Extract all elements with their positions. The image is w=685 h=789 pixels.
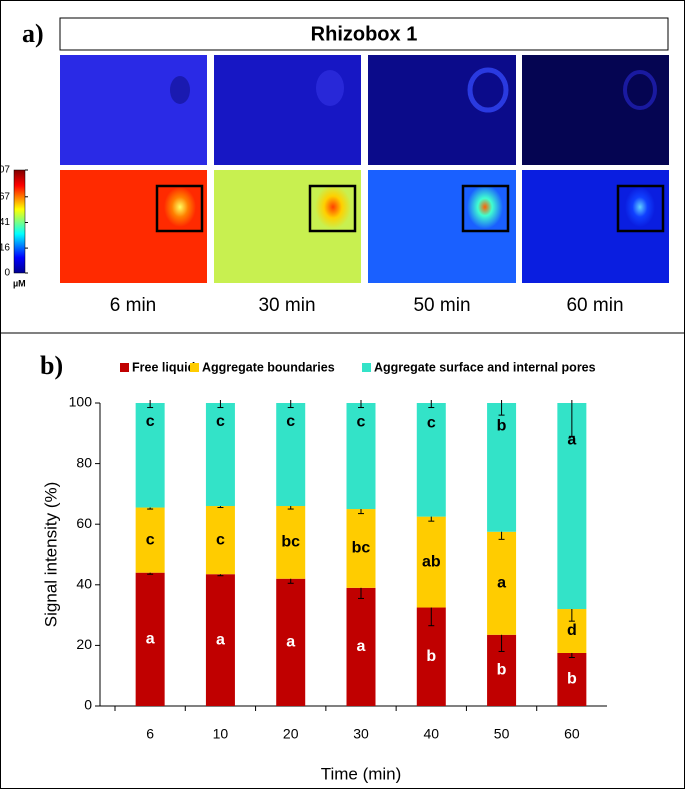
time-label: 50 min — [413, 295, 470, 316]
colorbar-tick-label: 316 — [0, 243, 10, 254]
bar-segment — [487, 403, 517, 532]
roi-box — [461, 184, 510, 233]
significance-letter: a — [286, 634, 295, 651]
bar-segment — [135, 507, 165, 573]
error-bar — [498, 400, 505, 416]
x-tick-label: 40 — [423, 726, 439, 742]
y-tick-label: 60 — [76, 515, 92, 531]
bar-segment — [346, 509, 376, 588]
significance-letter: ab — [422, 553, 441, 570]
panel-title: Rhizobox 1 — [311, 23, 418, 45]
significance-letter: c — [286, 413, 295, 430]
significance-letter: b — [497, 417, 507, 434]
colorbar — [13, 169, 26, 274]
error-bar — [287, 400, 294, 409]
colorbar-tick-label: 967 — [0, 191, 10, 202]
y-tick-label: 100 — [69, 394, 93, 410]
legend-label: Aggregate surface and internal pores — [374, 360, 596, 374]
image-feature — [315, 185, 351, 229]
bar-segment — [205, 506, 235, 575]
error-bar — [568, 400, 575, 437]
colorbar-tick-label: 1307 — [0, 165, 10, 176]
colorbar-tick-label: 641 — [0, 217, 10, 228]
image-feature — [316, 70, 344, 106]
error-bar — [147, 400, 154, 409]
x-tick-label: 60 — [564, 726, 580, 742]
significance-letter: c — [357, 413, 366, 430]
significance-letter: bc — [352, 540, 371, 557]
legend-swatch — [362, 363, 371, 372]
y-tick-label: 20 — [76, 636, 92, 652]
bar-segment — [416, 516, 446, 608]
bar-segment — [276, 578, 306, 706]
error-bar — [217, 400, 224, 409]
image-feature — [467, 67, 509, 113]
bar-segment — [135, 572, 165, 706]
bar-segment — [557, 652, 587, 706]
bar-segment — [205, 403, 235, 507]
roi-box — [308, 184, 357, 233]
panel-label: b) — [40, 351, 63, 380]
significance-letter: b — [567, 671, 577, 688]
x-tick-label: 20 — [283, 726, 299, 742]
legend-swatch — [120, 363, 129, 372]
time-label: 30 min — [258, 295, 315, 316]
panel-label: a) — [22, 19, 44, 48]
y-tick-label: 40 — [76, 576, 92, 592]
x-tick-label: 10 — [213, 726, 229, 742]
significance-letter: a — [497, 575, 506, 592]
legend-label: Free liquid — [132, 360, 195, 374]
y-axis-label: Signal intensity (%) — [41, 482, 60, 628]
bar-segment — [276, 506, 306, 579]
bar-segment — [487, 531, 517, 635]
x-axis-label: Time (min) — [321, 764, 402, 783]
bar-segment — [276, 403, 306, 507]
x-tick-label: 30 — [353, 726, 369, 742]
colorbar-tick-label: 0 — [4, 268, 10, 279]
title-box — [59, 17, 669, 51]
significance-letter: a — [146, 631, 155, 648]
image — [214, 55, 361, 165]
legend-label: Aggregate boundaries — [202, 360, 335, 374]
roi-box — [616, 184, 665, 233]
x-tick-label: 6 — [146, 726, 154, 742]
significance-letter: c — [146, 531, 155, 548]
significance-letter: d — [567, 622, 577, 639]
image — [522, 55, 669, 165]
colorbar-unit: µM — [13, 278, 26, 288]
image-feature — [467, 185, 503, 229]
error-bar — [428, 400, 435, 409]
image-feature — [623, 70, 657, 110]
significance-letter: c — [146, 413, 155, 430]
bar-segment — [346, 403, 376, 510]
significance-letter: a — [357, 638, 366, 655]
image-feature — [625, 187, 655, 227]
legend-swatch — [190, 363, 199, 372]
error-bar — [358, 400, 364, 409]
y-tick-label: 0 — [84, 697, 92, 713]
time-label: 6 min — [110, 295, 156, 316]
image — [60, 55, 207, 165]
x-tick-label: 50 — [494, 726, 510, 742]
significance-letter: a — [567, 431, 576, 448]
y-tick-label: 80 — [76, 454, 92, 470]
significance-letter: c — [216, 413, 225, 430]
significance-letter: c — [427, 415, 436, 432]
image-feature — [170, 76, 190, 104]
significance-letter: b — [497, 662, 507, 679]
significance-letter: a — [216, 631, 225, 648]
bar-segment — [557, 403, 587, 610]
bar-segment — [346, 587, 376, 706]
roi-box — [155, 184, 204, 233]
significance-letter: c — [216, 531, 225, 548]
significance-letter: bc — [281, 534, 300, 551]
significance-letter: b — [426, 648, 436, 665]
bar-segment — [135, 403, 165, 508]
image-feature — [164, 187, 196, 227]
time-label: 60 min — [566, 295, 623, 316]
bar-segment — [205, 574, 235, 706]
bar-segment — [416, 403, 446, 517]
